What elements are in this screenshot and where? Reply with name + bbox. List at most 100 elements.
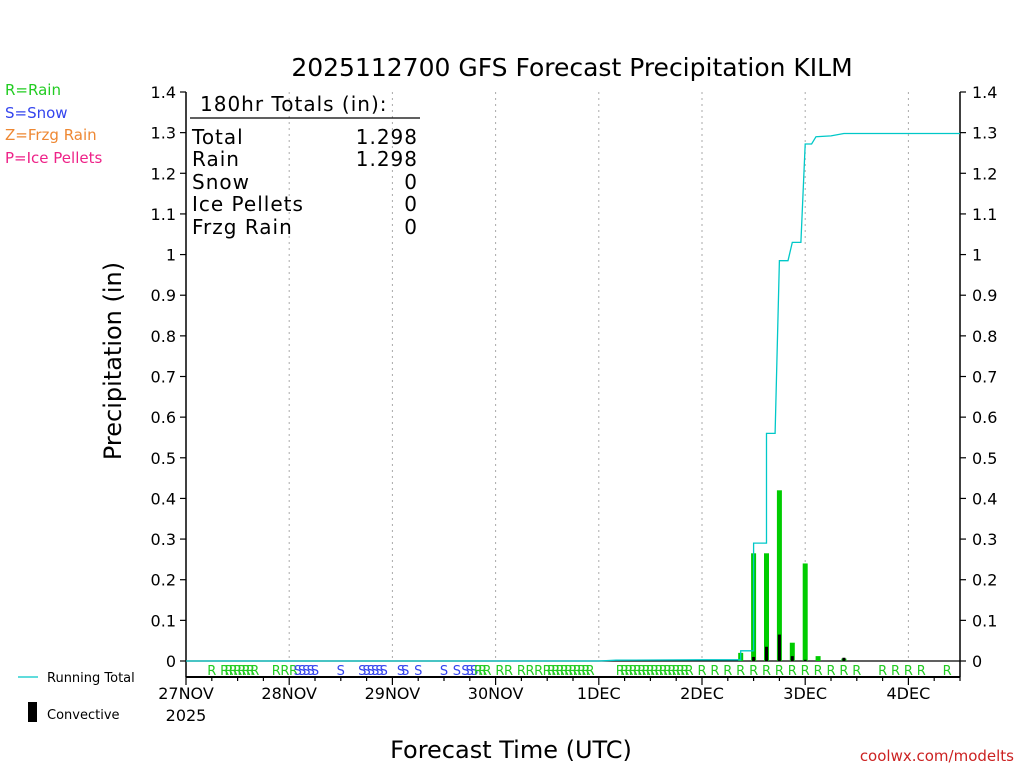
ptype-marker: R — [229, 664, 238, 679]
ptype-marker: S — [414, 664, 422, 679]
ptype-marker: R — [904, 664, 913, 679]
ptype-marker: R — [650, 664, 659, 679]
ptype-marker: R — [504, 664, 513, 679]
ptype-marker: R — [620, 664, 629, 679]
x-tick-label: 29NOV — [365, 684, 421, 703]
ptype-marker: S — [401, 664, 409, 679]
y-tick-label-left: 0.9 — [151, 286, 176, 305]
precip-bar — [802, 563, 808, 661]
ptype-marker: R — [272, 664, 281, 679]
ptype-marker: R — [633, 664, 642, 679]
convective-bar — [752, 656, 756, 661]
precip-bar — [789, 642, 795, 661]
ptype-marker: S — [307, 664, 315, 679]
convective-bar — [790, 656, 794, 661]
y-tick-label-left: 0.2 — [151, 571, 176, 590]
y-tick-label-left: 1.2 — [151, 164, 176, 183]
ptype-marker: R — [586, 664, 595, 679]
ptype-marker: R — [560, 664, 569, 679]
legend-freezing-rain: Z=Frzg Rain — [5, 126, 97, 144]
ptype-marker: R — [663, 664, 672, 679]
x-tick-sublabel: 2025 — [166, 706, 207, 725]
y-tick-label-left: 0.8 — [151, 327, 176, 346]
ptype-marker: S — [294, 664, 302, 679]
y-tick-label-right: 1.4 — [972, 83, 997, 102]
ptype-marker: R — [736, 664, 745, 679]
y-tick-label-left: 0.7 — [151, 368, 176, 387]
ptype-marker: R — [525, 664, 534, 679]
ptype-marker: R — [577, 664, 586, 679]
totals-rain-value: 1.298 — [356, 147, 418, 171]
ptype-marker: R — [762, 664, 771, 679]
running-total-legend-label: Running Total — [47, 671, 135, 686]
ptype-marker: R — [659, 664, 668, 679]
ptype-marker: S — [470, 664, 478, 679]
totals-ice-value: 0 — [404, 192, 418, 216]
totals-frzg-value: 0 — [404, 215, 418, 239]
totals-snow-value: 0 — [404, 170, 418, 194]
ptype-marker: R — [482, 664, 491, 679]
ptype-marker: S — [453, 664, 461, 679]
ptype-marker: R — [495, 664, 504, 679]
ptype-marker: R — [289, 664, 298, 679]
y-tick-label-right: 0.6 — [972, 408, 997, 427]
ptype-marker: S — [461, 664, 469, 679]
ptype-marker: R — [667, 664, 676, 679]
ptype-marker: R — [242, 664, 251, 679]
ptype-marker: R — [685, 664, 694, 679]
ptype-marker: R — [775, 664, 784, 679]
convective-bar — [765, 646, 768, 661]
y-tick-labels-left: 0 0.1 0.2 0.3 0.4 0.5 0.6 0.7 0.8 0.9 1 1.1 1.2 1.3 1.… — [151, 83, 176, 671]
ptype-marker: R — [534, 664, 543, 679]
ptype-marker: R — [680, 664, 689, 679]
precip-bar — [815, 656, 821, 661]
legend-snow: S=Snow — [5, 104, 68, 122]
y-tick-label-right: 0.3 — [972, 530, 997, 549]
y-tick-label-right: 0 — [972, 652, 982, 671]
ptype-marker: R — [697, 664, 706, 679]
ptype-marker: R — [646, 664, 655, 679]
x-tick-label: 2DEC — [680, 684, 724, 703]
ptype-marker: R — [474, 664, 483, 679]
y-tick-label-left: 1.4 — [151, 83, 176, 102]
grid-lines — [288, 92, 909, 661]
ptype-marker: R — [556, 664, 565, 679]
x-tick-labels: 27NOV 2025 28NOV 29NOV 30NOV 1DEC 2DEC 3DEC 4DEC — [158, 684, 930, 725]
ptype-marker: S — [311, 664, 319, 679]
y-tick-label-left: 0.5 — [151, 449, 176, 468]
legend-ice-pellets: P=Ice Pellets — [5, 149, 103, 167]
totals-total-label: Total — [191, 125, 244, 149]
y-tick-label-left: 0.4 — [151, 489, 176, 508]
ptype-marker: R — [207, 664, 216, 679]
totals-rain-label: Rain — [192, 147, 240, 171]
y-tick-label-right: 0.2 — [972, 571, 997, 590]
ptype-marker: S — [367, 664, 375, 679]
ptype-marker: S — [375, 664, 383, 679]
y-tick-label-left: 0.1 — [151, 611, 176, 630]
y-tick-label-left: 1.3 — [151, 124, 176, 143]
ptype-marker: R — [891, 664, 900, 679]
y-tick-label-left: 1.1 — [151, 205, 176, 224]
y-tick-label-left: 0.6 — [151, 408, 176, 427]
ptype-marker: R — [237, 664, 246, 679]
ptype-marker: R — [839, 664, 848, 679]
running-total-line — [186, 132, 960, 662]
x-tick-label: 28NOV — [261, 684, 317, 703]
precip-bars — [738, 490, 847, 661]
ptype-marker: R — [917, 664, 926, 679]
y-tick-label-right: 0.4 — [972, 489, 997, 508]
x-tick-label: 3DEC — [783, 684, 827, 703]
convective-bar — [842, 657, 846, 661]
y-tick-label-right: 1 — [972, 246, 982, 265]
x-tick-label: 1DEC — [577, 684, 621, 703]
ptype-marker: R — [672, 664, 681, 679]
ptype-marker: R — [564, 664, 573, 679]
ptype-marker: R — [551, 664, 560, 679]
credit-text: coolwx.com/modelts — [860, 747, 1014, 765]
totals-snow-label: Snow — [192, 170, 250, 194]
ptype-marker: R — [573, 664, 582, 679]
totals-header: 180hr Totals (in): — [200, 92, 388, 116]
ptype-marker: R — [629, 664, 638, 679]
legend-rain: R=Rain — [5, 81, 61, 99]
